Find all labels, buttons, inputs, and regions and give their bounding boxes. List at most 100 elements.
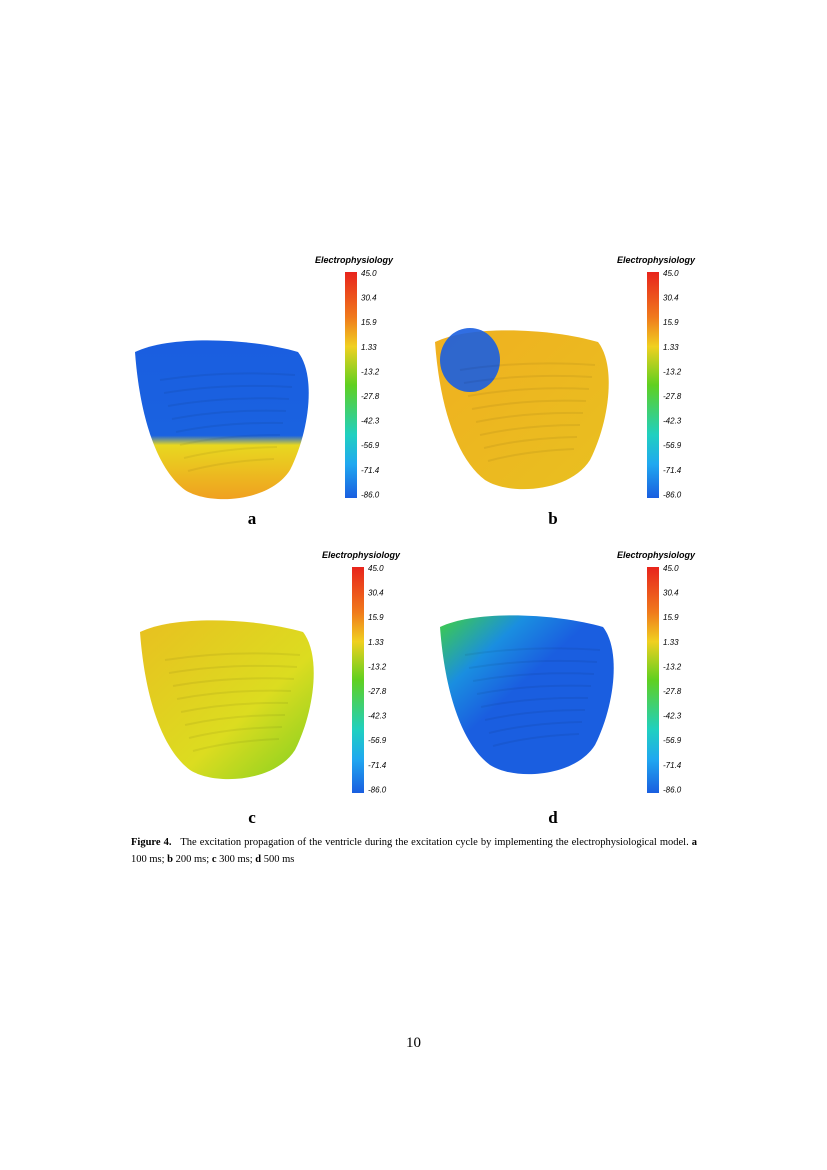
ventricle-ridge	[188, 726, 283, 739]
colorbar-tick-label: -27.8	[663, 687, 682, 696]
caption-item-key: a	[691, 837, 698, 848]
colorbar-tick-label: 15.9	[368, 613, 384, 622]
colorbar-tick-label: 15.9	[663, 318, 679, 327]
colorbar-tick-label: 30.4	[361, 294, 377, 303]
ventricle-ridge	[463, 374, 593, 384]
colorbar-tick-label: -86.0	[663, 490, 682, 499]
ventricle-ridge	[459, 362, 596, 371]
caption-item-key: d	[255, 854, 262, 865]
ventricle-region	[440, 328, 500, 392]
ventricle-ridge	[179, 434, 281, 446]
ventricle-ridge	[480, 696, 589, 708]
ventricle-ridge	[183, 446, 278, 459]
panel	[135, 340, 309, 500]
panel-label: a	[248, 509, 257, 528]
caption-item-key: c	[211, 854, 217, 865]
colorbar-title: Electrophysiology	[617, 255, 696, 265]
colorbar-title: Electrophysiology	[617, 550, 696, 560]
figure: Electrophysiology 45.0 30.4 15.9 1.33 -13.2 -2…	[135, 255, 696, 827]
colorbar-tick-label: -56.9	[663, 736, 682, 745]
ventricle-ridge	[483, 436, 578, 449]
ventricle-ridge	[487, 448, 575, 462]
colorbar-tick-label: -86.0	[361, 490, 380, 499]
colorbar-tick-label: 45.0	[663, 269, 679, 278]
colorbar-tick-label: 45.0	[663, 564, 679, 573]
caption-item-key: b	[167, 854, 174, 865]
colorbar	[647, 272, 659, 498]
colorbar-tick-label: -86.0	[368, 785, 387, 794]
caption-label: Figure 4.	[131, 837, 172, 848]
ventricle-ridge	[475, 411, 584, 423]
ventricle-ridge	[159, 372, 296, 381]
colorbar-tick-label: -56.9	[361, 441, 380, 450]
ventricle-ridge	[192, 738, 280, 752]
colorbar-tick-label: 30.4	[663, 589, 679, 598]
colorbar-tick-label: 30.4	[368, 589, 384, 598]
ventricle-ridge	[175, 421, 284, 433]
ventricle-ridge	[476, 684, 592, 695]
ventricle-ridge	[172, 677, 295, 687]
colorbar-tick-label: -13.2	[663, 662, 682, 671]
ventricle-ridge	[488, 721, 583, 734]
colorbar-tick-label: -56.9	[663, 441, 682, 450]
colorbar-tick-label: -13.2	[361, 367, 380, 376]
colorbar-tick-label: 30.4	[663, 294, 679, 303]
panel-label: c	[248, 808, 256, 827]
colorbar-tick-label: -13.2	[663, 367, 682, 376]
ventricle-ridge	[492, 733, 580, 747]
ventricle-ridge	[168, 664, 298, 674]
ventricle	[440, 615, 614, 775]
colorbar-tick-label: -71.4	[361, 466, 380, 475]
caption: Figure 4. The excitation propagation of …	[131, 834, 697, 868]
colorbar-tick-label: -27.8	[361, 392, 380, 401]
ventricle-ridge	[163, 384, 293, 394]
colorbar-title: Electrophysiology	[322, 550, 401, 560]
colorbar-title: Electrophysiology	[315, 255, 394, 265]
ventricle-ridge	[464, 647, 601, 656]
colorbar-tick-label: 15.9	[663, 613, 679, 622]
colorbar-tick-label: -56.9	[368, 736, 387, 745]
ventricle-ridge	[468, 659, 598, 669]
colorbar	[352, 567, 364, 793]
colorbar-tick-label: -27.8	[663, 392, 682, 401]
ventricle-ridge	[471, 399, 587, 410]
ventricle-ridge	[472, 672, 595, 682]
colorbar-tick-label: -42.3	[663, 712, 682, 721]
colorbar	[647, 567, 659, 793]
colorbar-tick-label: 1.33	[663, 638, 679, 647]
panel-label: d	[548, 808, 558, 827]
ventricle-ridge	[180, 701, 289, 713]
ventricle-ridge	[164, 652, 301, 661]
page-number: 10	[406, 1035, 421, 1051]
colorbar-tick-label: -27.8	[368, 687, 387, 696]
caption-item-text: 300 ms;	[219, 854, 253, 865]
colorbar-tick-label: 1.33	[368, 638, 384, 647]
ventricle-ridge	[467, 387, 590, 397]
colorbar-tick-label: 45.0	[361, 269, 377, 278]
colorbar-tick-label: -71.4	[663, 466, 682, 475]
panel	[140, 620, 314, 780]
caption-text: The excitation propagation of the ventri…	[180, 837, 689, 848]
panel	[435, 328, 609, 490]
colorbar-tick-label: -71.4	[663, 761, 682, 770]
ventricle-ridge	[167, 397, 290, 407]
colorbar-tick-label: -42.3	[663, 417, 682, 426]
ventricle-ridge	[171, 409, 287, 420]
ventricle-ridge	[484, 709, 586, 721]
ventricle	[135, 340, 309, 500]
panel	[440, 615, 614, 775]
caption-item-text: 200 ms;	[175, 854, 210, 865]
colorbar	[345, 272, 357, 498]
colorbar-tick-label: 15.9	[361, 318, 377, 327]
caption-item-text: 100 ms;	[131, 854, 165, 865]
ventricle-ridge	[479, 424, 581, 436]
colorbar-tick-label: -71.4	[368, 761, 387, 770]
panel-label: b	[548, 509, 557, 528]
ventricle-ridge	[187, 458, 275, 472]
ventricle-ridge	[176, 689, 292, 700]
colorbar-tick-label: -86.0	[663, 785, 682, 794]
colorbar-tick-label: -42.3	[361, 417, 380, 426]
colorbar-tick-label: -42.3	[368, 712, 387, 721]
colorbar-tick-label: 1.33	[663, 343, 679, 352]
